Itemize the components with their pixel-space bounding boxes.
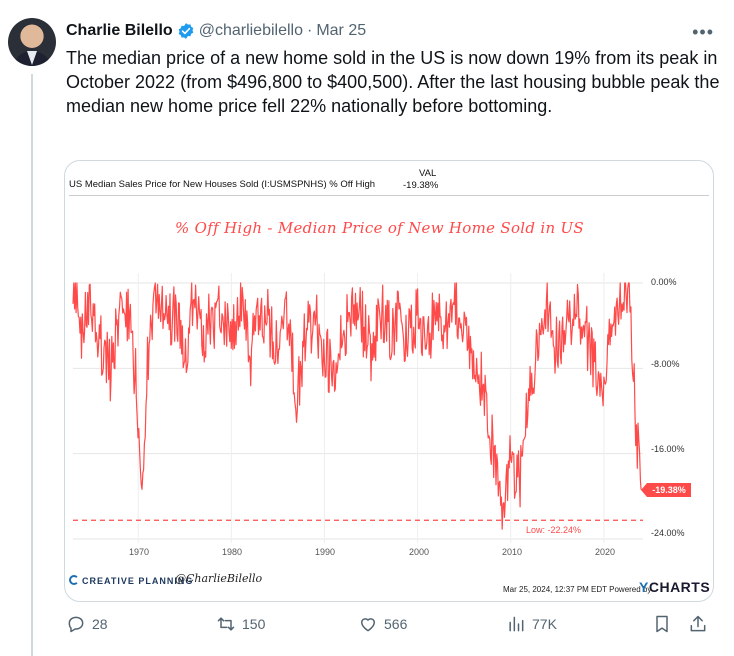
chart-signature: @CharlieBilello (175, 572, 263, 585)
retweet-icon (217, 617, 235, 631)
creative-planning-icon (69, 575, 79, 585)
author-name[interactable]: Charlie Bilello (66, 22, 173, 39)
tweet-actions: 28 150 566 77K (64, 614, 714, 642)
chart-title: % Off High - Median Price of New Home So… (175, 219, 585, 237)
val-value: -19.38% (403, 180, 439, 191)
tweet-header: Charlie Bilello @charliebilello · Mar 25… (66, 20, 720, 42)
reply-icon (68, 616, 84, 633)
thread-line (31, 74, 33, 656)
ycharts-y: Y (639, 579, 649, 595)
views-chart-icon (509, 616, 524, 632)
x-tick-2010: 2010 (502, 547, 523, 557)
chart-card[interactable]: US Median Sales Price for New Houses Sol… (64, 160, 714, 602)
current-value-badge: -19.38% (641, 483, 691, 497)
x-tick-1980: 1980 (222, 547, 243, 557)
retweet-count: 150 (242, 616, 266, 632)
val-label: VAL (419, 168, 437, 179)
ycharts-logo: YCHARTS (639, 579, 710, 595)
brand-text: CREATIVE PLANNING (82, 576, 194, 586)
y-tick-0: 0.00% (651, 277, 677, 287)
x-tick-1970: 1970 (129, 547, 150, 557)
reply-button[interactable]: 28 (66, 614, 108, 634)
retweet-button[interactable]: 150 (216, 614, 265, 634)
tweet-date[interactable]: Mar 25 (316, 22, 367, 39)
y-tick-2: -16.00% (651, 444, 685, 454)
views-count: 77K (532, 616, 557, 632)
chart-footer-note: Mar 25, 2024, 12:37 PM EDT Powered by (503, 585, 652, 594)
x-tick-1990: 1990 (315, 547, 336, 557)
like-button[interactable]: 566 (358, 614, 407, 634)
y-tick-3: -24.00% (651, 528, 685, 538)
ycharts-rest: CHARTS (648, 579, 711, 595)
x-tick-2000: 2000 (409, 547, 430, 557)
series-line (72, 282, 642, 530)
chart-plot (72, 273, 643, 543)
share-icon (690, 615, 706, 632)
chart-series-header: US Median Sales Price for New Houses Sol… (69, 179, 376, 190)
low-label: Low: -22.24% (523, 525, 585, 535)
avatar[interactable] (8, 18, 56, 66)
author-handle[interactable]: @charliebilello (198, 22, 303, 39)
creative-planning-logo: CREATIVE PLANNING (69, 575, 193, 586)
more-horizontal-icon[interactable]: ••• (692, 22, 714, 42)
reply-count: 28 (92, 616, 108, 632)
like-count: 566 (384, 616, 408, 632)
views-button[interactable]: 77K (506, 614, 557, 634)
y-tick-1: -8.00% (651, 359, 680, 369)
x-tick-2020: 2020 (595, 547, 616, 557)
bookmark-icon (656, 615, 668, 633)
chart-frame (69, 195, 709, 545)
header-separator: · (307, 22, 313, 39)
share-button[interactable] (688, 614, 714, 634)
tweet-text: The median price of a new home sold in t… (66, 48, 720, 116)
bookmark-button[interactable] (652, 614, 678, 634)
heart-icon (361, 618, 375, 632)
avatar-collar (27, 51, 37, 65)
verified-badge-icon (178, 23, 193, 39)
